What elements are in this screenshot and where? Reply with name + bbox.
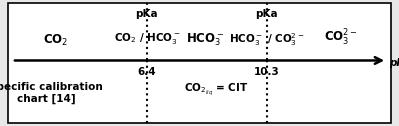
Text: pH: pH: [389, 58, 399, 68]
Text: 6.4: 6.4: [138, 67, 156, 77]
Text: HCO$_3^-$ / CO$_3^{2-}$: HCO$_3^-$ / CO$_3^{2-}$: [229, 32, 304, 48]
Text: pKa: pKa: [255, 9, 278, 19]
Text: 10.3: 10.3: [254, 67, 279, 77]
Text: Specific calibration
chart [14]: Specific calibration chart [14]: [0, 82, 103, 104]
Text: CO$_3^{2-}$: CO$_3^{2-}$: [324, 28, 358, 48]
Text: pKa: pKa: [136, 9, 158, 19]
Text: CO$_2$: CO$_2$: [43, 33, 69, 48]
Text: HCO$_3^-$: HCO$_3^-$: [186, 31, 225, 48]
Text: CO$_{2_{liq}}$ = CIT: CO$_{2_{liq}}$ = CIT: [184, 82, 248, 98]
Text: CO$_2$ / HCO$_3^-$: CO$_2$ / HCO$_3^-$: [114, 32, 180, 46]
